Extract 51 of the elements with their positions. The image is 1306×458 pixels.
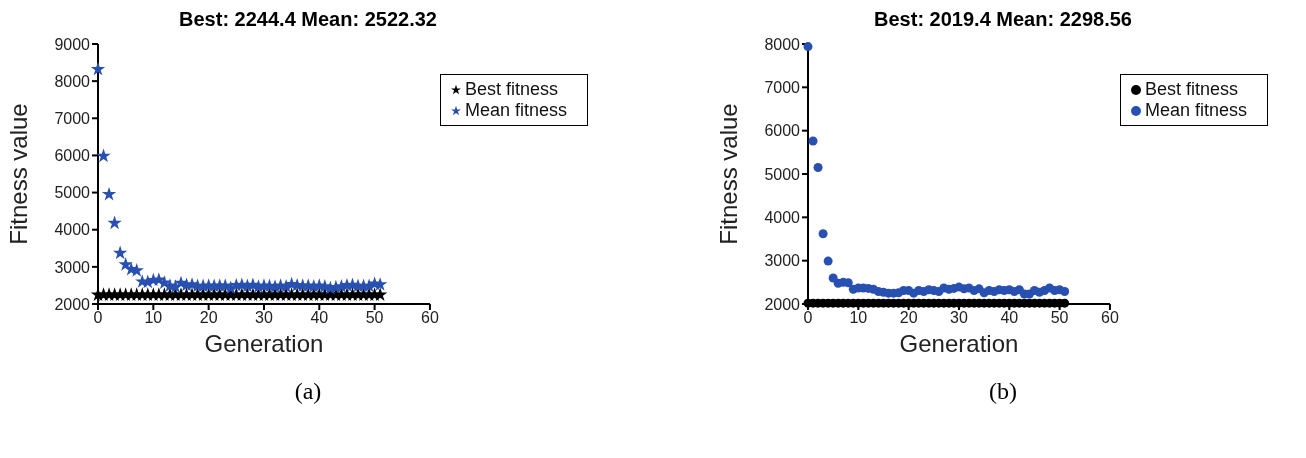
legend-label: Best fitness	[464, 79, 558, 99]
y-tick-label: 4000	[54, 221, 91, 239]
x-tick-label: 50	[1050, 309, 1069, 327]
y-tick-label: 2000	[54, 295, 91, 313]
y-tick-label: 8000	[764, 35, 801, 53]
point	[813, 162, 823, 173]
point	[96, 148, 111, 163]
legend-label: Best fitness	[1144, 79, 1238, 99]
y-tick-label: 4000	[764, 209, 801, 227]
x-tick-label: 20	[899, 309, 918, 327]
point	[90, 61, 106, 76]
x-tick-label: 30	[255, 309, 273, 327]
x-tick-label: 0	[803, 309, 813, 327]
y-tick-label: 3000	[54, 258, 91, 276]
x-tick-label: 10	[849, 309, 868, 327]
y-tick-label: 9000	[54, 35, 91, 53]
y-tick-label: 5000	[54, 184, 91, 202]
point	[107, 215, 122, 230]
legend-label: Mean fitness	[464, 100, 567, 120]
x-tick-label: 50	[365, 309, 384, 327]
y-tick-label: 3000	[764, 252, 801, 270]
y-tick-label: 6000	[764, 122, 801, 140]
x-tick-label: 40	[310, 309, 329, 327]
x-tick-label: 0	[93, 309, 103, 327]
legend-label: Mean fitness	[1144, 100, 1247, 120]
y-tick-label: 7000	[54, 109, 91, 127]
y-tick-label: 5000	[764, 165, 801, 183]
x-tick-label: 60	[421, 309, 439, 327]
y-tick-label: 7000	[764, 79, 801, 97]
x-tick-label: 60	[1101, 309, 1119, 327]
x-tick-label: 10	[144, 309, 163, 327]
chart-title: Best: 2019.4 Mean: 2298.56	[873, 8, 1133, 32]
point	[823, 256, 833, 266]
x-tick-label: 20	[199, 309, 218, 327]
y-tick-label: 2000	[764, 295, 801, 313]
point	[101, 186, 117, 201]
point	[112, 245, 128, 260]
text: (b)	[988, 378, 1018, 405]
y-axis-title: Fitness value	[4, 103, 32, 245]
x-axis-title: Generation	[204, 330, 324, 357]
text: (a)	[293, 378, 323, 405]
y-tick-label: 6000	[54, 147, 91, 165]
x-tick-label: 40	[1000, 309, 1019, 327]
y-tick-label: 8000	[54, 72, 91, 90]
x-axis-title: Generation	[899, 330, 1019, 357]
x-tick-label: 30	[950, 309, 968, 327]
chart-title: Best: 2244.4 Mean: 2522.32	[178, 8, 438, 32]
point	[818, 229, 828, 239]
point	[1060, 286, 1070, 296]
y-axis-title: Fitness value	[714, 103, 742, 245]
point	[808, 136, 818, 146]
